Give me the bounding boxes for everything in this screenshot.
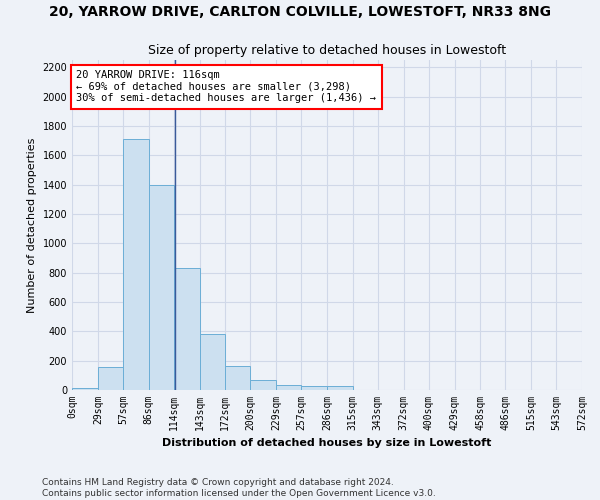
Y-axis label: Number of detached properties: Number of detached properties bbox=[27, 138, 37, 312]
Bar bbox=[123, 139, 149, 390]
X-axis label: Distribution of detached houses by size in Lowestoft: Distribution of detached houses by size … bbox=[163, 438, 491, 448]
Bar bbox=[250, 380, 276, 390]
Bar bbox=[226, 366, 250, 390]
Bar bbox=[327, 386, 353, 390]
Text: Contains HM Land Registry data © Crown copyright and database right 2024.
Contai: Contains HM Land Registry data © Crown c… bbox=[42, 478, 436, 498]
Bar bbox=[301, 386, 327, 390]
Bar bbox=[276, 385, 301, 390]
Bar bbox=[98, 368, 123, 390]
Bar bbox=[173, 268, 199, 390]
Text: 20 YARROW DRIVE: 116sqm
← 69% of detached houses are smaller (3,298)
30% of semi: 20 YARROW DRIVE: 116sqm ← 69% of detache… bbox=[76, 70, 376, 104]
Text: 20, YARROW DRIVE, CARLTON COLVILLE, LOWESTOFT, NR33 8NG: 20, YARROW DRIVE, CARLTON COLVILLE, LOWE… bbox=[49, 5, 551, 19]
Bar bbox=[199, 334, 226, 390]
Bar bbox=[149, 184, 173, 390]
Title: Size of property relative to detached houses in Lowestoft: Size of property relative to detached ho… bbox=[148, 44, 506, 58]
Bar bbox=[72, 388, 98, 390]
